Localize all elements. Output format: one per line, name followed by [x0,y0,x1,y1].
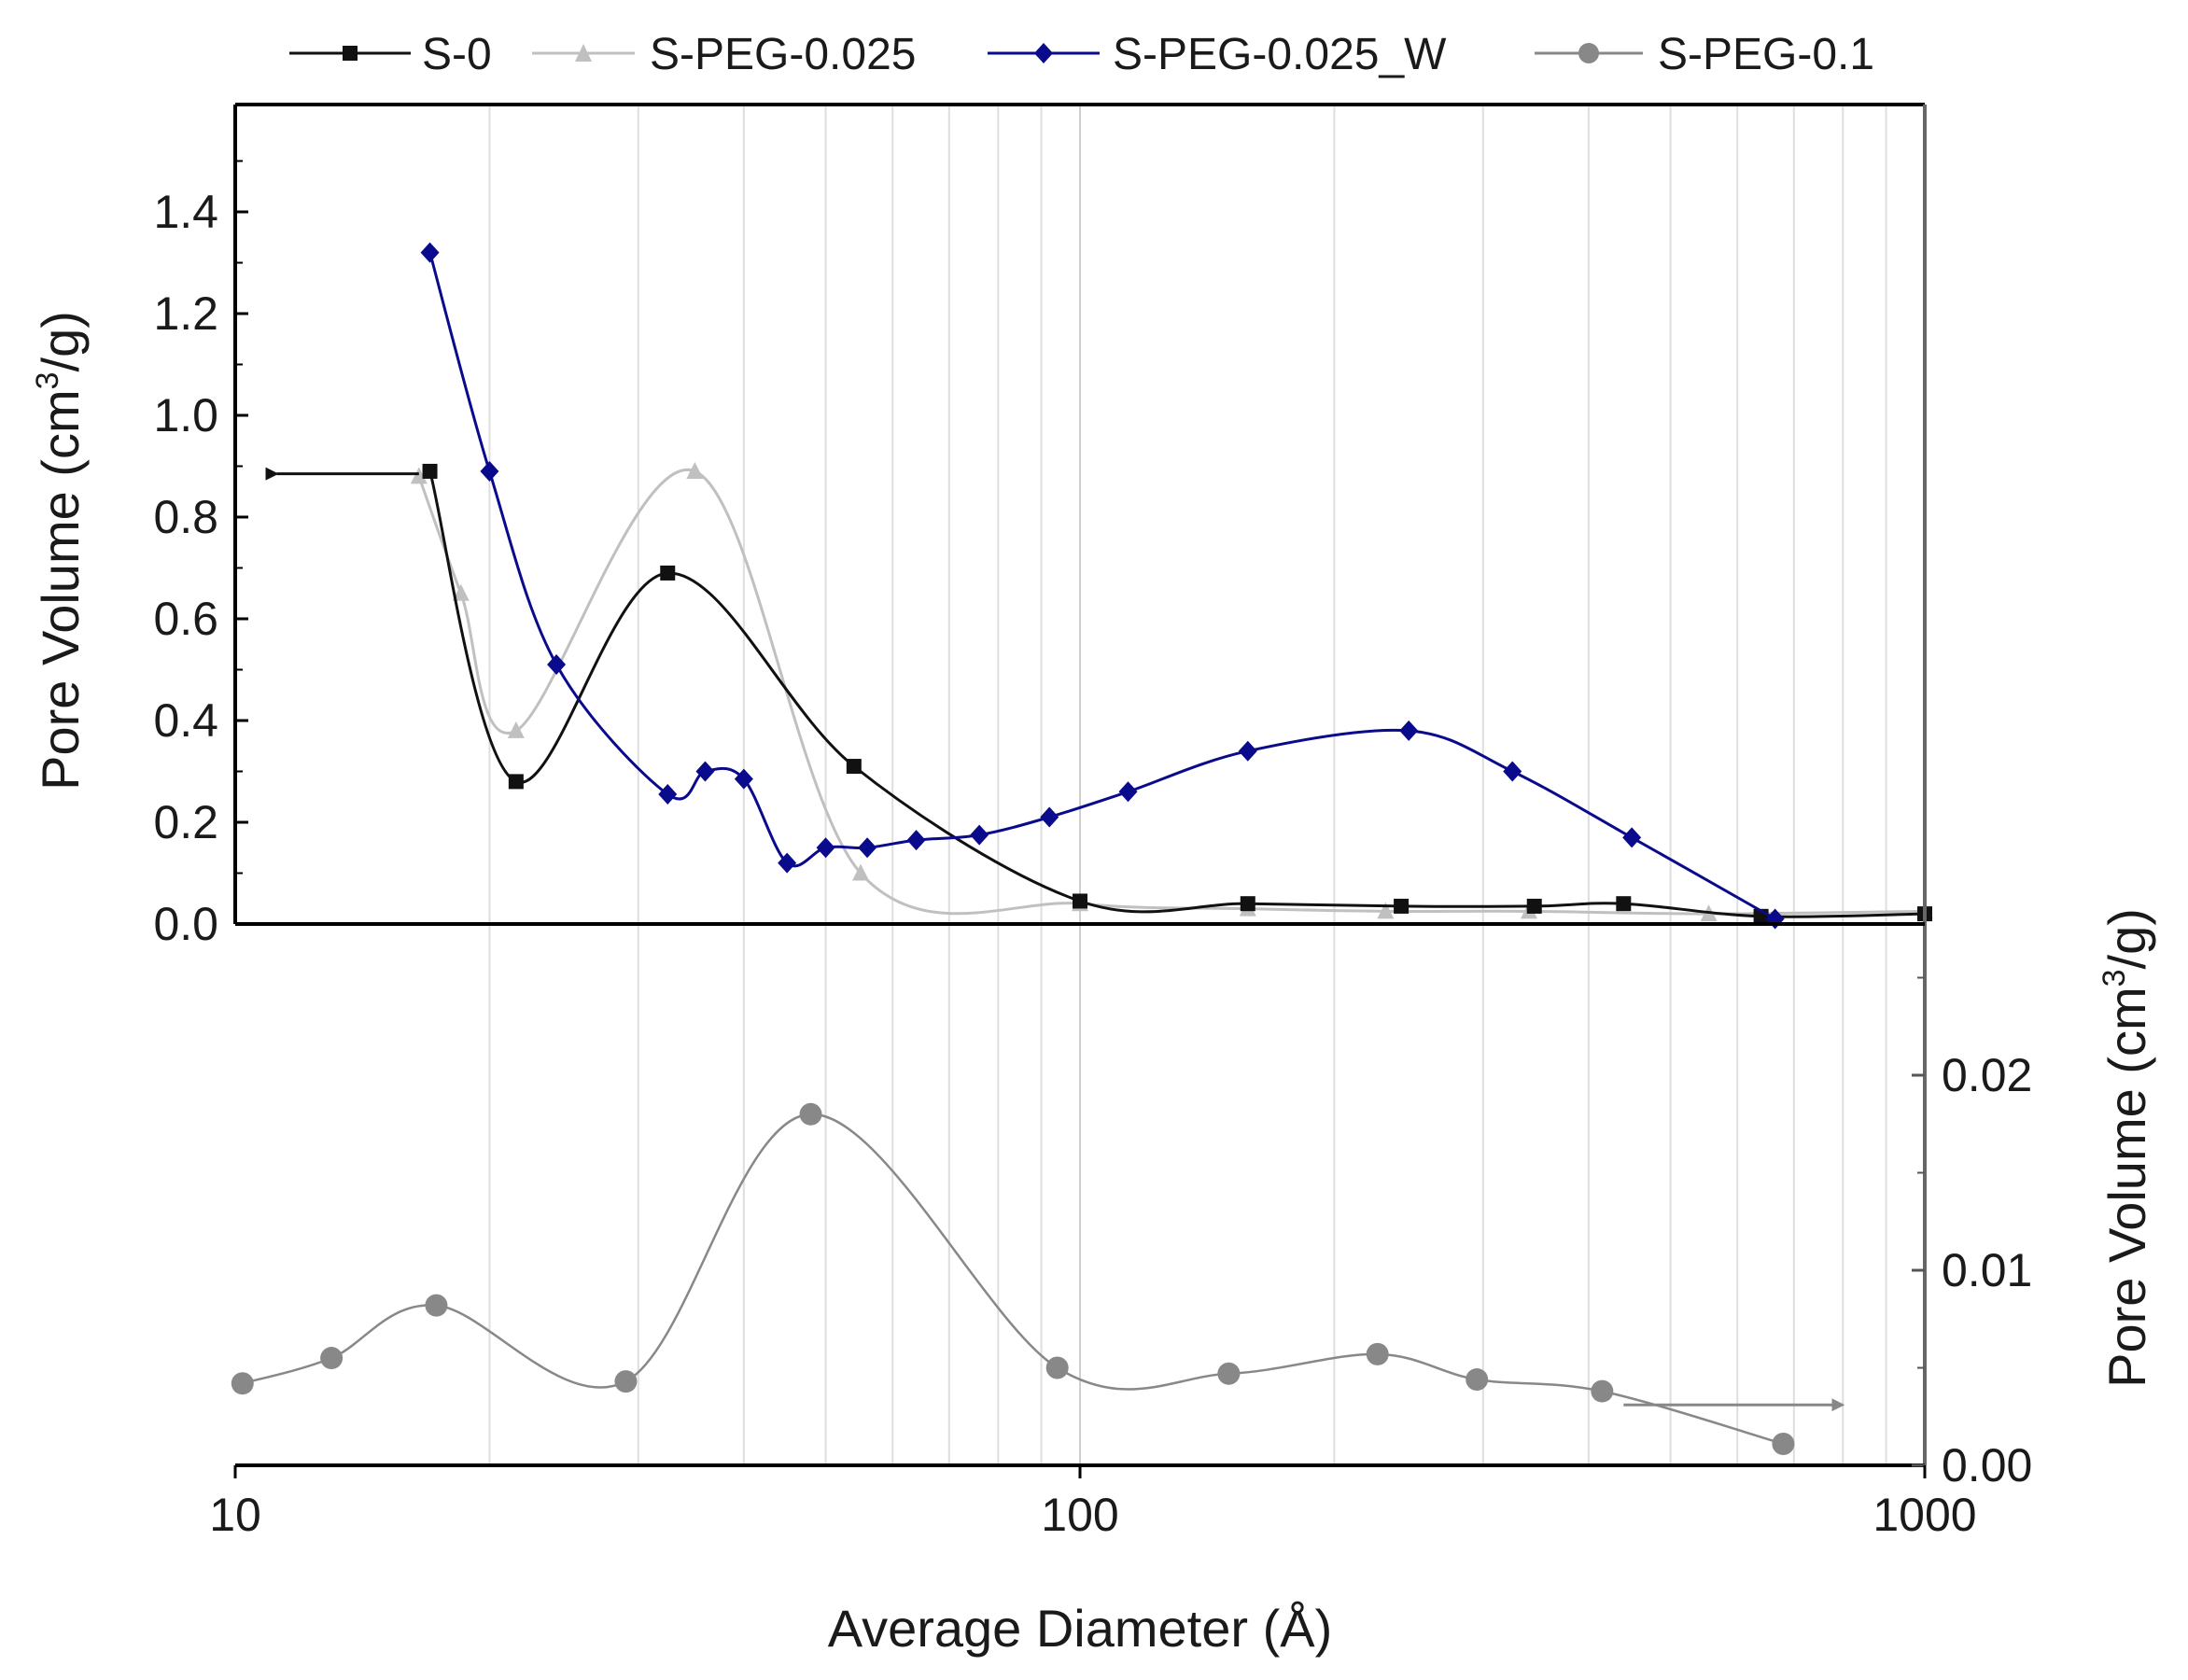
series-s-peg-0.025-w [420,242,1785,930]
x-tick-label: 1000 [1872,1489,1976,1541]
point-s-0-6 [1240,896,1255,912]
legend-label-s-peg-0.1: S-PEG-0.1 [1658,30,1874,79]
point-s-peg-0.025-8 [1377,902,1395,919]
point-s-peg-0.025-w-18 [1765,908,1785,930]
y-left-tick-label: 0.2 [153,796,218,848]
point-s-peg-0.1-4 [614,1370,638,1393]
point-s-peg-0.025-1 [410,467,428,484]
y-right-tick-label: 0.00 [1942,1439,2032,1491]
y-left-tick-label: 0.0 [153,898,218,950]
x-axis-title: Average Diameter (Å) [828,1599,1333,1658]
point-s-0-2 [508,774,524,790]
point-s-peg-0.1-3 [425,1294,448,1317]
y-axis-title-left-main: Pore Volume (cm [31,389,90,791]
point-s-peg-0.025-w-10 [906,830,926,851]
series-line-s-peg-0.1 [242,1113,1784,1446]
point-s-peg-0.025-2 [452,583,470,601]
point-s-peg-0.025-3 [507,721,525,738]
point-s-0-5 [1073,893,1087,909]
point-s-peg-0.025-w-1 [420,242,440,263]
x-gridlines [488,105,1887,1465]
x-tick-label: 10 [209,1489,261,1541]
legend-label-s-peg-0.025: S-PEG-0.025 [650,30,916,79]
legend-marker-s-peg-0.1 [1578,43,1599,63]
point-s-peg-0.1-5 [799,1102,822,1126]
y-right-tick-label: 0.02 [1942,1049,2032,1101]
point-s-peg-0.1-9 [1466,1368,1489,1392]
x-tick-label: 100 [1041,1489,1118,1541]
point-s-peg-0.1-1 [231,1372,254,1395]
y-axis-title-right-main: Pore Volume (cm [2097,987,2156,1388]
point-s-peg-0.025-w-4 [658,784,678,805]
point-s-peg-0.025-w-5 [695,761,715,782]
point-s-0-1 [422,463,438,479]
legend-marker-s-peg-0.025 [575,44,592,62]
y-left-tick-label: 1.4 [153,186,218,238]
point-s-peg-0.025-w-3 [547,654,567,676]
y-left-tick-label: 0.4 [153,694,218,747]
point-s-peg-0.025-w-2 [480,460,499,482]
legend-marker-s-0 [343,46,358,61]
y-left-tick-label: 0.8 [153,491,218,543]
y-axis-title-right: Pore Volume (cm3/g) [2097,908,2156,1388]
legend-item-s-peg-0.025: S-PEG-0.025 [532,30,916,79]
point-s-peg-0.025-w-8 [816,837,835,859]
point-s-peg-0.1-8 [1366,1342,1389,1365]
legend-item-s-peg-0.025-w: S-PEG-0.025_W [988,30,1447,79]
y-left-tick-label: 1.0 [153,389,218,441]
axis-ticks: 0.0 0.2 0.4 0.6 0.8 1.0 1.2 1.4 0.00 0.01 0.02 10 10… [153,160,2032,1541]
y-axis-title-right-sup: 3 [2097,969,2132,987]
point-s-0-8 [1526,898,1542,914]
y-axis-title-left-sup: 3 [30,371,65,389]
point-s-peg-0.1-7 [1217,1362,1241,1385]
series-s-peg-0.1 [231,1102,1795,1456]
y-left-tick-label: 0.6 [153,593,218,645]
legend: S-0 S-PEG-0.025 S-PEG-0.025_W S-PEG-0.1 [289,30,1874,79]
series-line-s-peg-0.025-w [428,252,1776,920]
y-axis-title-left-end: /g) [31,311,90,371]
point-s-0-9 [1616,896,1632,912]
point-s-peg-0.1-6 [1045,1356,1069,1379]
series-line-s-peg-0.025 [417,468,1926,916]
y-axis-title-right-end: /g) [2097,908,2156,969]
point-s-peg-0.025-w-16 [1503,761,1522,782]
y-left-tick-label: 1.2 [153,287,218,340]
point-s-peg-0.025-w-6 [734,768,753,790]
y-axis-title-left: Pore Volume (cm3/g) [30,311,90,791]
series-layer [231,242,1933,1456]
point-s-peg-0.1-11 [1772,1433,1795,1456]
point-s-peg-0.1-10 [1591,1379,1614,1403]
point-s-peg-0.025-w-17 [1622,827,1642,848]
series-line-s-0 [428,470,1926,918]
point-s-peg-0.025-w-9 [858,837,877,859]
point-s-peg-0.025-w-14 [1238,740,1257,762]
legend-label-s-peg-0.025-w: S-PEG-0.025_W [1113,30,1447,79]
point-s-peg-0.025-w-7 [778,852,797,874]
point-s-peg-0.025-w-13 [1118,781,1138,803]
legend-item-s-0: S-0 [289,30,492,79]
point-s-peg-0.025-4 [686,461,704,479]
point-s-0-4 [846,759,862,775]
point-s-peg-0.025-w-15 [1399,720,1419,741]
point-s-0-7 [1394,898,1410,914]
point-s-0-3 [660,565,676,581]
legend-marker-s-peg-0.025-w [1034,43,1053,63]
point-s-peg-0.025-w-12 [1040,806,1059,828]
point-s-peg-0.1-2 [320,1347,344,1370]
y-right-tick-label: 0.01 [1942,1244,2032,1296]
series-s-0 [422,463,1932,924]
legend-label-s-0: S-0 [422,30,492,79]
point-s-peg-0.025-w-11 [970,824,989,846]
legend-item-s-peg-0.1: S-PEG-0.1 [1535,30,1874,79]
point-s-peg-0.025-5 [852,863,870,881]
